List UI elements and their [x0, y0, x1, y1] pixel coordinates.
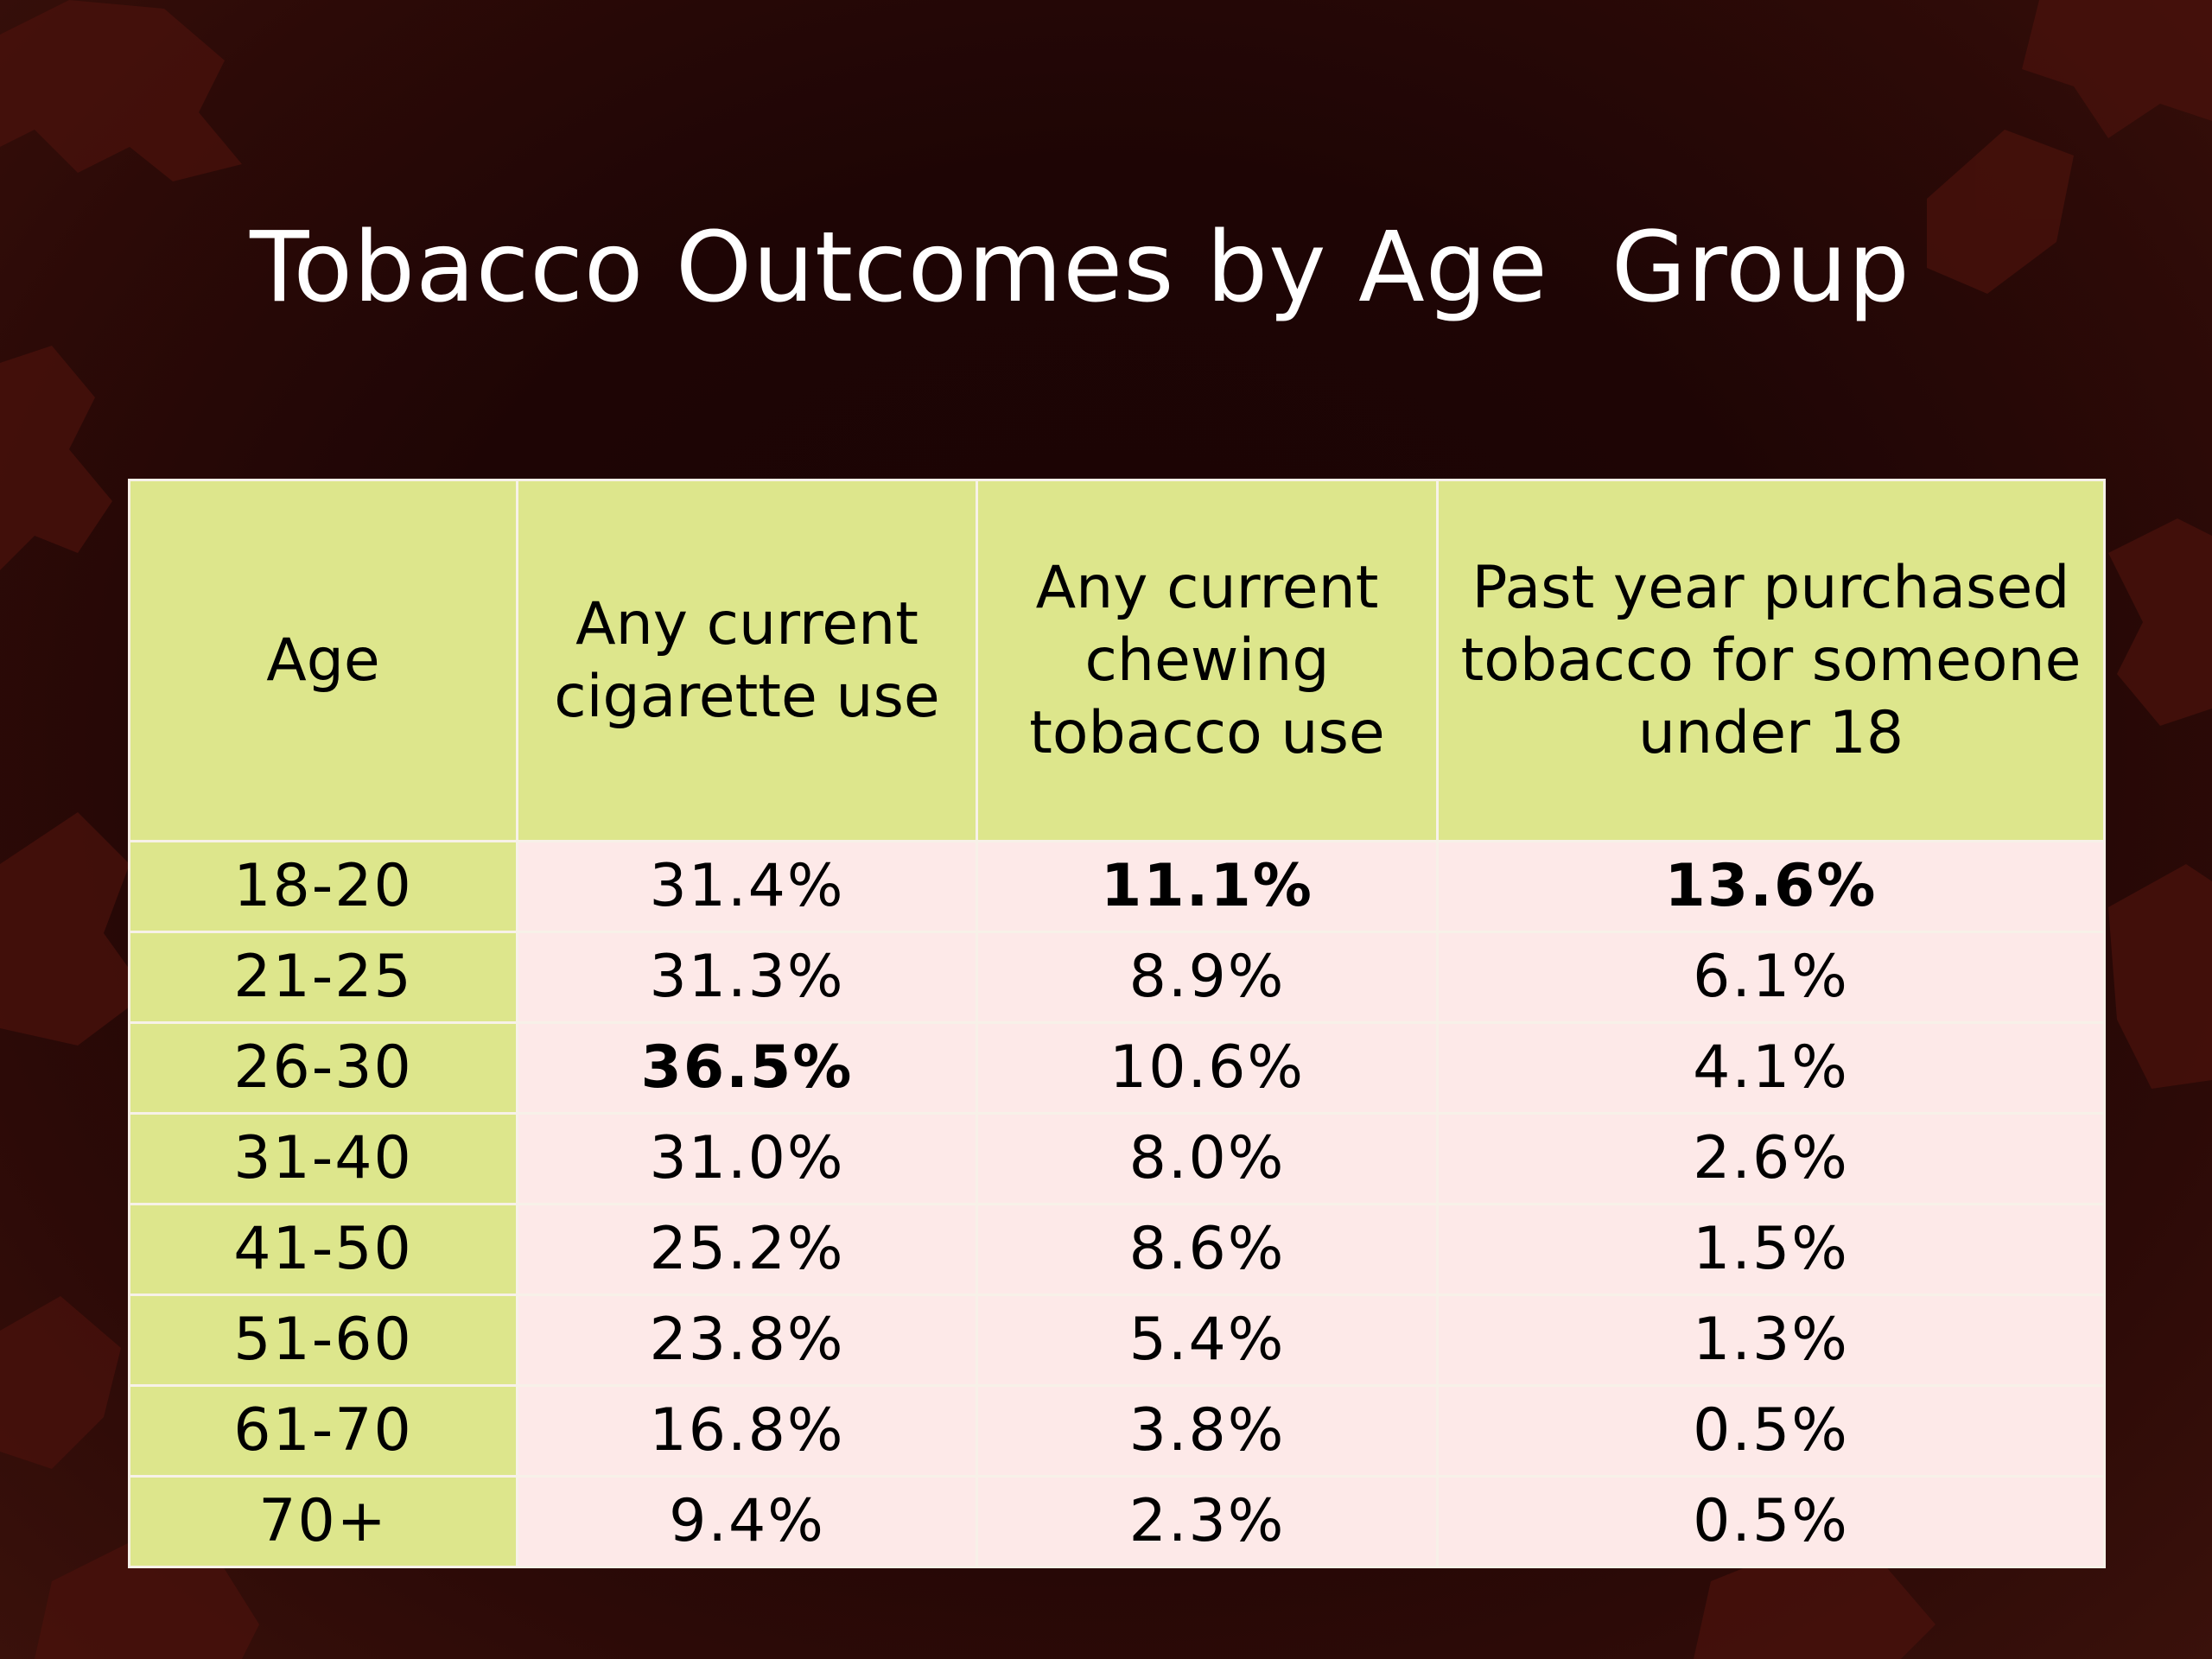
purchase-cell: 0.5%	[1436, 1384, 2106, 1478]
leaf-top-right	[2022, 0, 2212, 138]
table-row: 70+ 9.4% 2.3% 0.5%	[128, 1475, 2106, 1568]
header-cigarette-use: Any current cigarette use	[516, 479, 978, 842]
age-cell: 61-70	[128, 1384, 518, 1478]
age-cell: 21-25	[128, 931, 518, 1024]
leaf-right-middle	[2108, 518, 2212, 726]
chewing-cell: 2.3%	[976, 1475, 1439, 1568]
chewing-cell: 10.6%	[976, 1021, 1439, 1115]
leaf-bottom-left	[35, 1538, 259, 1659]
table-row: 61-70 16.8% 3.8% 0.5%	[128, 1384, 2106, 1478]
cigarette-cell: 31.3%	[516, 931, 978, 1024]
leaf-right-upper	[1927, 130, 2074, 294]
table-row: 18-20 31.4% 11.1% 13.6%	[128, 840, 2106, 933]
leaf-bottom-right	[1694, 1547, 1936, 1659]
age-cell: 70+	[128, 1475, 518, 1568]
cigarette-cell: 36.5%	[516, 1021, 978, 1115]
table-row: 31-40 31.0% 8.0% 2.6%	[128, 1112, 2106, 1205]
chewing-cell: 3.8%	[976, 1384, 1439, 1478]
cigarette-cell: 31.4%	[516, 840, 978, 933]
purchase-cell: 6.1%	[1436, 931, 2106, 1024]
chewing-cell: 5.4%	[976, 1294, 1439, 1387]
header-age: Age	[128, 479, 518, 842]
chewing-cell: 8.9%	[976, 931, 1439, 1024]
cigarette-cell: 16.8%	[516, 1384, 978, 1478]
tobacco-outcomes-table: Age Any current cigarette use Any curren…	[128, 479, 2106, 1568]
cigarette-cell: 31.0%	[516, 1112, 978, 1205]
leaf-left-bottom	[0, 1296, 121, 1469]
slide-title: Tobacco Outcomes by Age Group	[250, 212, 1910, 324]
table-row: 26-30 36.5% 10.6% 4.1%	[128, 1021, 2106, 1115]
age-cell: 41-50	[128, 1203, 518, 1296]
chewing-cell: 11.1%	[976, 840, 1439, 933]
leaf-top-left	[0, 0, 242, 181]
purchase-cell: 0.5%	[1436, 1475, 2106, 1568]
table-header-row: Age Any current cigarette use Any curren…	[128, 479, 2106, 842]
purchase-cell: 13.6%	[1436, 840, 2106, 933]
chewing-cell: 8.0%	[976, 1112, 1439, 1205]
chewing-cell: 8.6%	[976, 1203, 1439, 1296]
leaf-left-upper	[0, 346, 112, 570]
age-cell: 31-40	[128, 1112, 518, 1205]
cigarette-cell: 25.2%	[516, 1203, 978, 1296]
header-chewing-tobacco-use: Any current chewing tobacco use	[976, 479, 1439, 842]
purchase-cell: 1.5%	[1436, 1203, 2106, 1296]
purchase-cell: 4.1%	[1436, 1021, 2106, 1115]
tobacco-table-container: Age Any current cigarette use Any curren…	[128, 479, 2106, 1568]
cigarette-cell: 9.4%	[516, 1475, 978, 1568]
header-purchased-for-minor: Past year purchased tobacco for someone …	[1436, 479, 2106, 842]
leaf-right-lower	[2108, 864, 2212, 1089]
table-row: 21-25 31.3% 8.9% 6.1%	[128, 931, 2106, 1024]
purchase-cell: 2.6%	[1436, 1112, 2106, 1205]
table-row: 41-50 25.2% 8.6% 1.5%	[128, 1203, 2106, 1296]
table-row: 51-60 23.8% 5.4% 1.3%	[128, 1294, 2106, 1387]
cigarette-cell: 23.8%	[516, 1294, 978, 1387]
purchase-cell: 1.3%	[1436, 1294, 2106, 1387]
age-cell: 18-20	[128, 840, 518, 933]
age-cell: 26-30	[128, 1021, 518, 1115]
age-cell: 51-60	[128, 1294, 518, 1387]
leaf-left-middle	[0, 812, 147, 1046]
